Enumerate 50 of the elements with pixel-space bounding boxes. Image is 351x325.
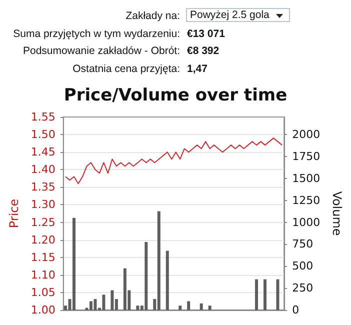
text: Powyżej 2.5 gola — [190, 9, 270, 21]
text: Zakłady na: — [126, 10, 180, 22]
y2-tick-label: 750 — [292, 238, 314, 251]
y-tick-label: 1.20 — [30, 233, 56, 246]
y-axis-title: Price — [7, 198, 21, 228]
y2-axis-title: Volume — [330, 191, 344, 236]
y-tick-label: 1.50 — [30, 128, 56, 142]
y2-tick-label: 1000 — [292, 216, 320, 229]
bar — [166, 250, 169, 310]
bar — [187, 301, 190, 310]
bar — [102, 294, 106, 310]
y-tick-label: 1.10 — [30, 268, 56, 282]
bar — [72, 218, 76, 310]
y2-tick-label: 250 — [292, 282, 314, 295]
y2-tick-label: 0 — [292, 304, 300, 316]
y-tick-label: 1.15 — [30, 250, 56, 264]
y-tick-label: 1.35 — [30, 180, 56, 194]
bar — [110, 290, 114, 310]
y-tick-label: 1.25 — [30, 216, 56, 229]
bar — [208, 306, 212, 310]
text: €8 392 — [187, 45, 220, 57]
bar — [157, 211, 160, 310]
y-tick-label: 1.30 — [30, 198, 56, 212]
text: Podsumowanie zakładów - Obrót: — [23, 45, 180, 57]
text: 1,47 — [187, 62, 208, 74]
y2-tick-label: 2000 — [292, 128, 320, 142]
y-tick-label: 1.00 — [30, 304, 56, 316]
text: Ostatnia cena przyjęta: — [72, 62, 180, 74]
bar — [89, 301, 92, 310]
bar — [255, 279, 258, 310]
y2-tick-label: 1500 — [292, 172, 320, 185]
bar — [276, 279, 280, 310]
y-tick-label: 1.55 — [30, 110, 56, 124]
y2-tick-label: 1250 — [292, 194, 320, 207]
y-tick-label: 1.05 — [30, 286, 56, 299]
bar — [178, 306, 182, 310]
text: €13 071 — [187, 28, 225, 40]
y-tick-label: 1.40 — [30, 163, 56, 176]
y-tick-label: 1.45 — [30, 146, 56, 159]
chart-title: Price/Volume over time — [64, 86, 288, 106]
bar — [136, 306, 140, 310]
bar — [123, 268, 126, 310]
bar — [200, 303, 203, 310]
bar — [94, 299, 97, 310]
y2-tick-label: 1750 — [292, 150, 320, 163]
text: Suma przyjętych w tym wydarzeniu: — [13, 28, 180, 40]
bar — [144, 242, 148, 310]
line-series — [65, 138, 282, 184]
y2-tick-label: 500 — [292, 260, 314, 273]
bar — [264, 279, 267, 310]
